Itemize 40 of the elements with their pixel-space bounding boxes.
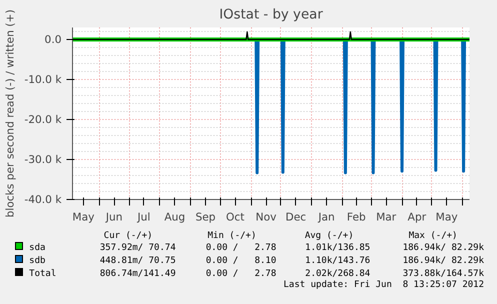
text: 186.94k/ 82.29k [402,254,485,267]
x-tick-label: Jul [136,210,150,224]
text: Avg (-/+) [304,231,355,241]
x-tick-label: Apr [408,210,427,224]
text: 0.00 / 2.78 [204,268,278,280]
x-tick-label: May [436,210,458,224]
y-tick-label: -40.0 k [24,193,62,206]
y-tick-label: 0.0 [44,33,62,46]
text: Min (-/+) [206,231,258,241]
x-tick-label: Dec [286,210,306,224]
legend-label: sda [28,242,46,254]
text: 2.02k/268.84 [304,268,372,280]
x-tick-label: May [72,210,94,224]
text: 0.00 / 8.10 [204,254,278,267]
text: 357.92m/ 70.74 [98,242,177,254]
text: 1.10k/143.76 [304,254,372,267]
x-tick-label: Oct [226,210,244,224]
text: 373.88k/164.57k [402,268,485,280]
x-tick-label: Jun [104,210,123,224]
text: 186.94k/ 82.29k [402,242,485,254]
y-axis-title: blocks per second read (-) / written (+) [3,10,16,218]
text: 806.74m/141.49 [98,268,177,280]
text: Last update: Fri Jun 8 13:25:07 2012 [282,280,485,290]
text: Cur (-/+) [102,231,154,241]
text: 0.00 / 2.78 [204,242,278,254]
text: 448.81m/ 70.75 [98,254,177,267]
x-tick-label: Aug [164,210,186,224]
chart-title: IOstat - by year [219,8,324,22]
x-tick-label: Feb [346,210,366,224]
text: 1.01k/136.85 [304,242,372,254]
x-tick-label: Jan [317,210,335,224]
x-tick-label: Sep [195,210,216,224]
x-tick-label: Mar [376,210,397,224]
legend-label: Total [28,268,58,280]
legend-label: sdb [28,254,46,267]
text: Max (-/+) [408,231,458,241]
x-tick-label: Nov [256,210,276,224]
y-tick-label: -30.0 k [24,153,62,166]
y-tick-label: -10.0 k [24,73,62,86]
y-tick-label: -20.0 k [24,113,62,126]
